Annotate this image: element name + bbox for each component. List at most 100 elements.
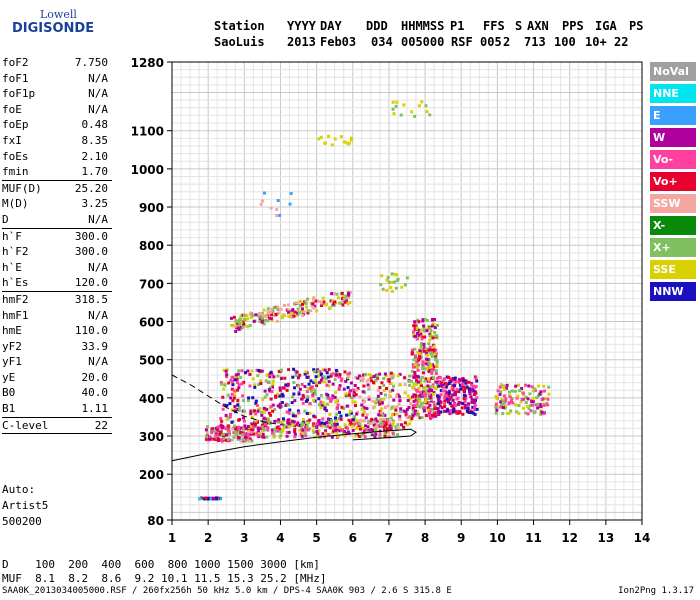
header-label: YYYY — [287, 19, 316, 33]
x-tick-label: 11 — [525, 531, 542, 545]
echo-point — [390, 407, 394, 411]
echo-point — [416, 404, 420, 408]
echo-point — [250, 369, 254, 373]
echo-point — [410, 369, 414, 373]
echo-point — [403, 383, 407, 387]
echo-point — [344, 298, 348, 302]
muf-row1-label: D — [2, 558, 9, 571]
echo-point — [242, 380, 246, 384]
echo-point — [291, 414, 295, 418]
echo-point — [431, 334, 435, 338]
echo-point — [524, 411, 528, 415]
echo-point — [304, 425, 308, 429]
header-value: 22 — [614, 35, 629, 49]
echo-point — [301, 401, 305, 405]
echo-point — [329, 299, 333, 303]
echo-point — [286, 382, 290, 386]
echo-point — [353, 422, 357, 426]
echo-point — [260, 316, 264, 320]
echo-point — [372, 406, 376, 410]
param-name: h`Es — [2, 276, 29, 290]
echo-point — [234, 324, 238, 328]
echo-point — [514, 403, 518, 407]
echo-point — [410, 395, 414, 399]
echo-point — [378, 433, 382, 437]
echo-point — [268, 420, 272, 424]
echo-point — [377, 413, 381, 417]
echo-point — [418, 400, 422, 404]
echo-point — [395, 405, 399, 409]
echo-point — [421, 401, 425, 405]
echo-point — [387, 435, 391, 439]
echo-point — [385, 278, 389, 282]
echo-point — [302, 395, 306, 399]
echo-point — [339, 135, 343, 139]
echo-point — [378, 402, 382, 406]
echo-point — [269, 206, 273, 210]
echo-point — [269, 317, 273, 321]
echo-point — [231, 375, 235, 379]
echo-point — [360, 433, 364, 437]
echo-point — [250, 439, 254, 443]
echo-point — [272, 375, 276, 379]
echo-point — [319, 406, 323, 410]
echo-point — [315, 429, 319, 433]
echo-point — [291, 412, 295, 416]
echo-point — [267, 411, 271, 415]
echo-point — [396, 426, 400, 430]
echo-point — [420, 375, 424, 379]
echo-point — [280, 420, 284, 424]
x-tick-label: 14 — [634, 531, 651, 545]
echo-point — [227, 381, 231, 385]
echo-point — [416, 400, 420, 404]
echo-point — [247, 396, 251, 400]
echo-point — [546, 397, 550, 401]
echo-point — [361, 373, 365, 377]
echo-point — [415, 364, 419, 368]
echo-point — [263, 409, 267, 413]
echo-point — [397, 402, 401, 406]
echo-point — [536, 402, 540, 406]
echo-point — [417, 375, 421, 379]
echo-point — [249, 311, 253, 315]
echo-point — [470, 381, 474, 385]
echo-point — [257, 383, 261, 387]
echo-point — [396, 394, 400, 398]
echo-point — [457, 400, 461, 404]
echo-point — [391, 420, 395, 424]
echo-point — [344, 392, 348, 396]
echo-point — [403, 376, 407, 380]
echo-point — [427, 377, 431, 381]
echo-point — [330, 423, 334, 427]
echo-point — [463, 386, 467, 390]
param-value: 2.10 — [81, 149, 109, 163]
echo-point — [235, 326, 239, 330]
echo-point — [398, 372, 402, 376]
echo-point — [270, 318, 274, 322]
legend-entry: Vo- — [650, 150, 696, 169]
echo-point — [359, 424, 363, 428]
echo-point — [229, 316, 233, 320]
echo-point — [343, 370, 347, 374]
echo-point — [256, 408, 260, 412]
echo-point — [278, 402, 282, 406]
echo-point — [462, 378, 466, 382]
echo-point — [237, 427, 241, 431]
echo-point — [358, 434, 362, 438]
echo-point — [326, 433, 330, 437]
echo-point — [333, 395, 337, 399]
echo-point — [342, 432, 346, 436]
echo-point — [300, 424, 304, 428]
echo-point — [435, 382, 439, 386]
echo-point — [388, 424, 392, 428]
echo-point — [447, 375, 451, 379]
echo-point — [413, 412, 417, 416]
echo-point — [278, 429, 282, 433]
echo-point — [392, 112, 396, 116]
echo-point — [271, 382, 275, 386]
echo-point — [323, 431, 327, 435]
echo-point — [473, 385, 477, 389]
echo-point — [443, 399, 447, 403]
plot-frame — [171, 61, 643, 521]
echo-point — [413, 114, 417, 118]
